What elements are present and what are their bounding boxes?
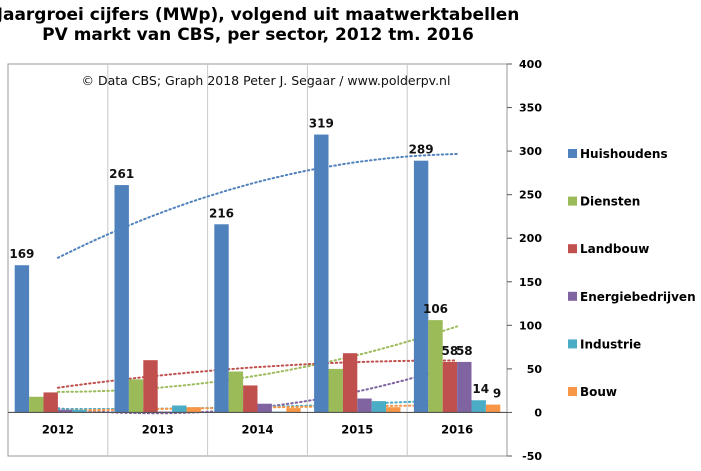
legend-label: Industrie	[580, 337, 641, 351]
x-tick-label: 2016	[441, 422, 473, 436]
bar	[143, 360, 158, 413]
bar	[286, 408, 301, 413]
bar	[314, 134, 329, 413]
bar	[357, 398, 372, 413]
bar	[29, 396, 44, 413]
chart-credit: © Data CBS; Graph 2018 Peter J. Segaar /…	[82, 73, 451, 88]
bar	[257, 403, 272, 413]
data-label: 106	[423, 302, 448, 316]
y-tick-label: 250	[519, 189, 542, 202]
y-axis: -50 0 50 100 150 200 250 300 350 400	[507, 58, 542, 463]
data-label: 289	[409, 143, 434, 157]
bar	[128, 379, 144, 413]
y-tick-label: -50	[522, 450, 542, 463]
bar	[457, 361, 472, 413]
data-label: 9	[493, 387, 501, 401]
bar	[228, 371, 244, 413]
legend: Huishoudens Diensten Landbouw Energiebedrij…	[568, 147, 696, 399]
data-label: 261	[109, 167, 134, 181]
legend-label: Diensten	[580, 195, 640, 209]
x-tick-label: 2012	[42, 422, 74, 436]
y-tick-label: 200	[519, 232, 542, 245]
bar	[442, 361, 458, 413]
legend-swatch	[568, 244, 577, 254]
chart-title-line-1: Jaargroei cijfers (MWp), volgend uit maa…	[0, 5, 519, 25]
bar	[428, 320, 443, 413]
bar	[471, 400, 486, 413]
y-tick-label: 350	[519, 102, 542, 115]
bar	[72, 409, 87, 413]
bar	[328, 368, 343, 413]
legend-swatch	[568, 196, 577, 206]
bar	[14, 265, 30, 413]
legend-swatch	[568, 149, 577, 158]
bar	[186, 407, 201, 413]
x-tick-label: 2014	[241, 422, 273, 436]
legend-label: Landbouw	[580, 242, 649, 256]
y-tick-label: 400	[519, 58, 542, 71]
legend-swatch	[568, 387, 577, 396]
bar	[485, 404, 501, 413]
bar	[413, 160, 429, 413]
legend-label: Energiebedrijven	[580, 290, 696, 304]
legend-swatch	[568, 291, 577, 301]
y-tick-label: 100	[519, 319, 542, 332]
bar	[114, 185, 129, 413]
data-label: 14	[472, 382, 489, 396]
bar	[214, 224, 229, 413]
bar	[172, 405, 187, 413]
x-axis: 2012 2013 2014 2015 2016	[42, 422, 473, 436]
y-tick-label: 50	[527, 363, 543, 376]
bar	[371, 401, 387, 413]
chart-title-line-2: PV markt van CBS, per sector, 2012 tm. 2…	[42, 25, 474, 45]
y-tick-label: 300	[519, 145, 542, 158]
y-tick-label: 150	[519, 276, 542, 289]
bar	[386, 407, 401, 413]
bar-layer	[14, 134, 501, 413]
y-tick-label: 0	[534, 406, 542, 419]
bar	[342, 353, 358, 413]
data-label: 169	[9, 247, 34, 261]
bar	[243, 385, 258, 413]
bar	[57, 409, 73, 413]
data-label: 319	[309, 117, 334, 131]
legend-swatch	[568, 339, 577, 349]
x-tick-label: 2013	[142, 422, 174, 436]
x-tick-label: 2015	[341, 422, 373, 436]
bar	[43, 392, 58, 413]
data-label: 216	[209, 206, 234, 220]
legend-label: Bouw	[580, 385, 617, 399]
data-label: 58	[456, 344, 473, 358]
legend-label: Huishoudens	[580, 147, 668, 161]
data-label: 58	[442, 344, 459, 358]
